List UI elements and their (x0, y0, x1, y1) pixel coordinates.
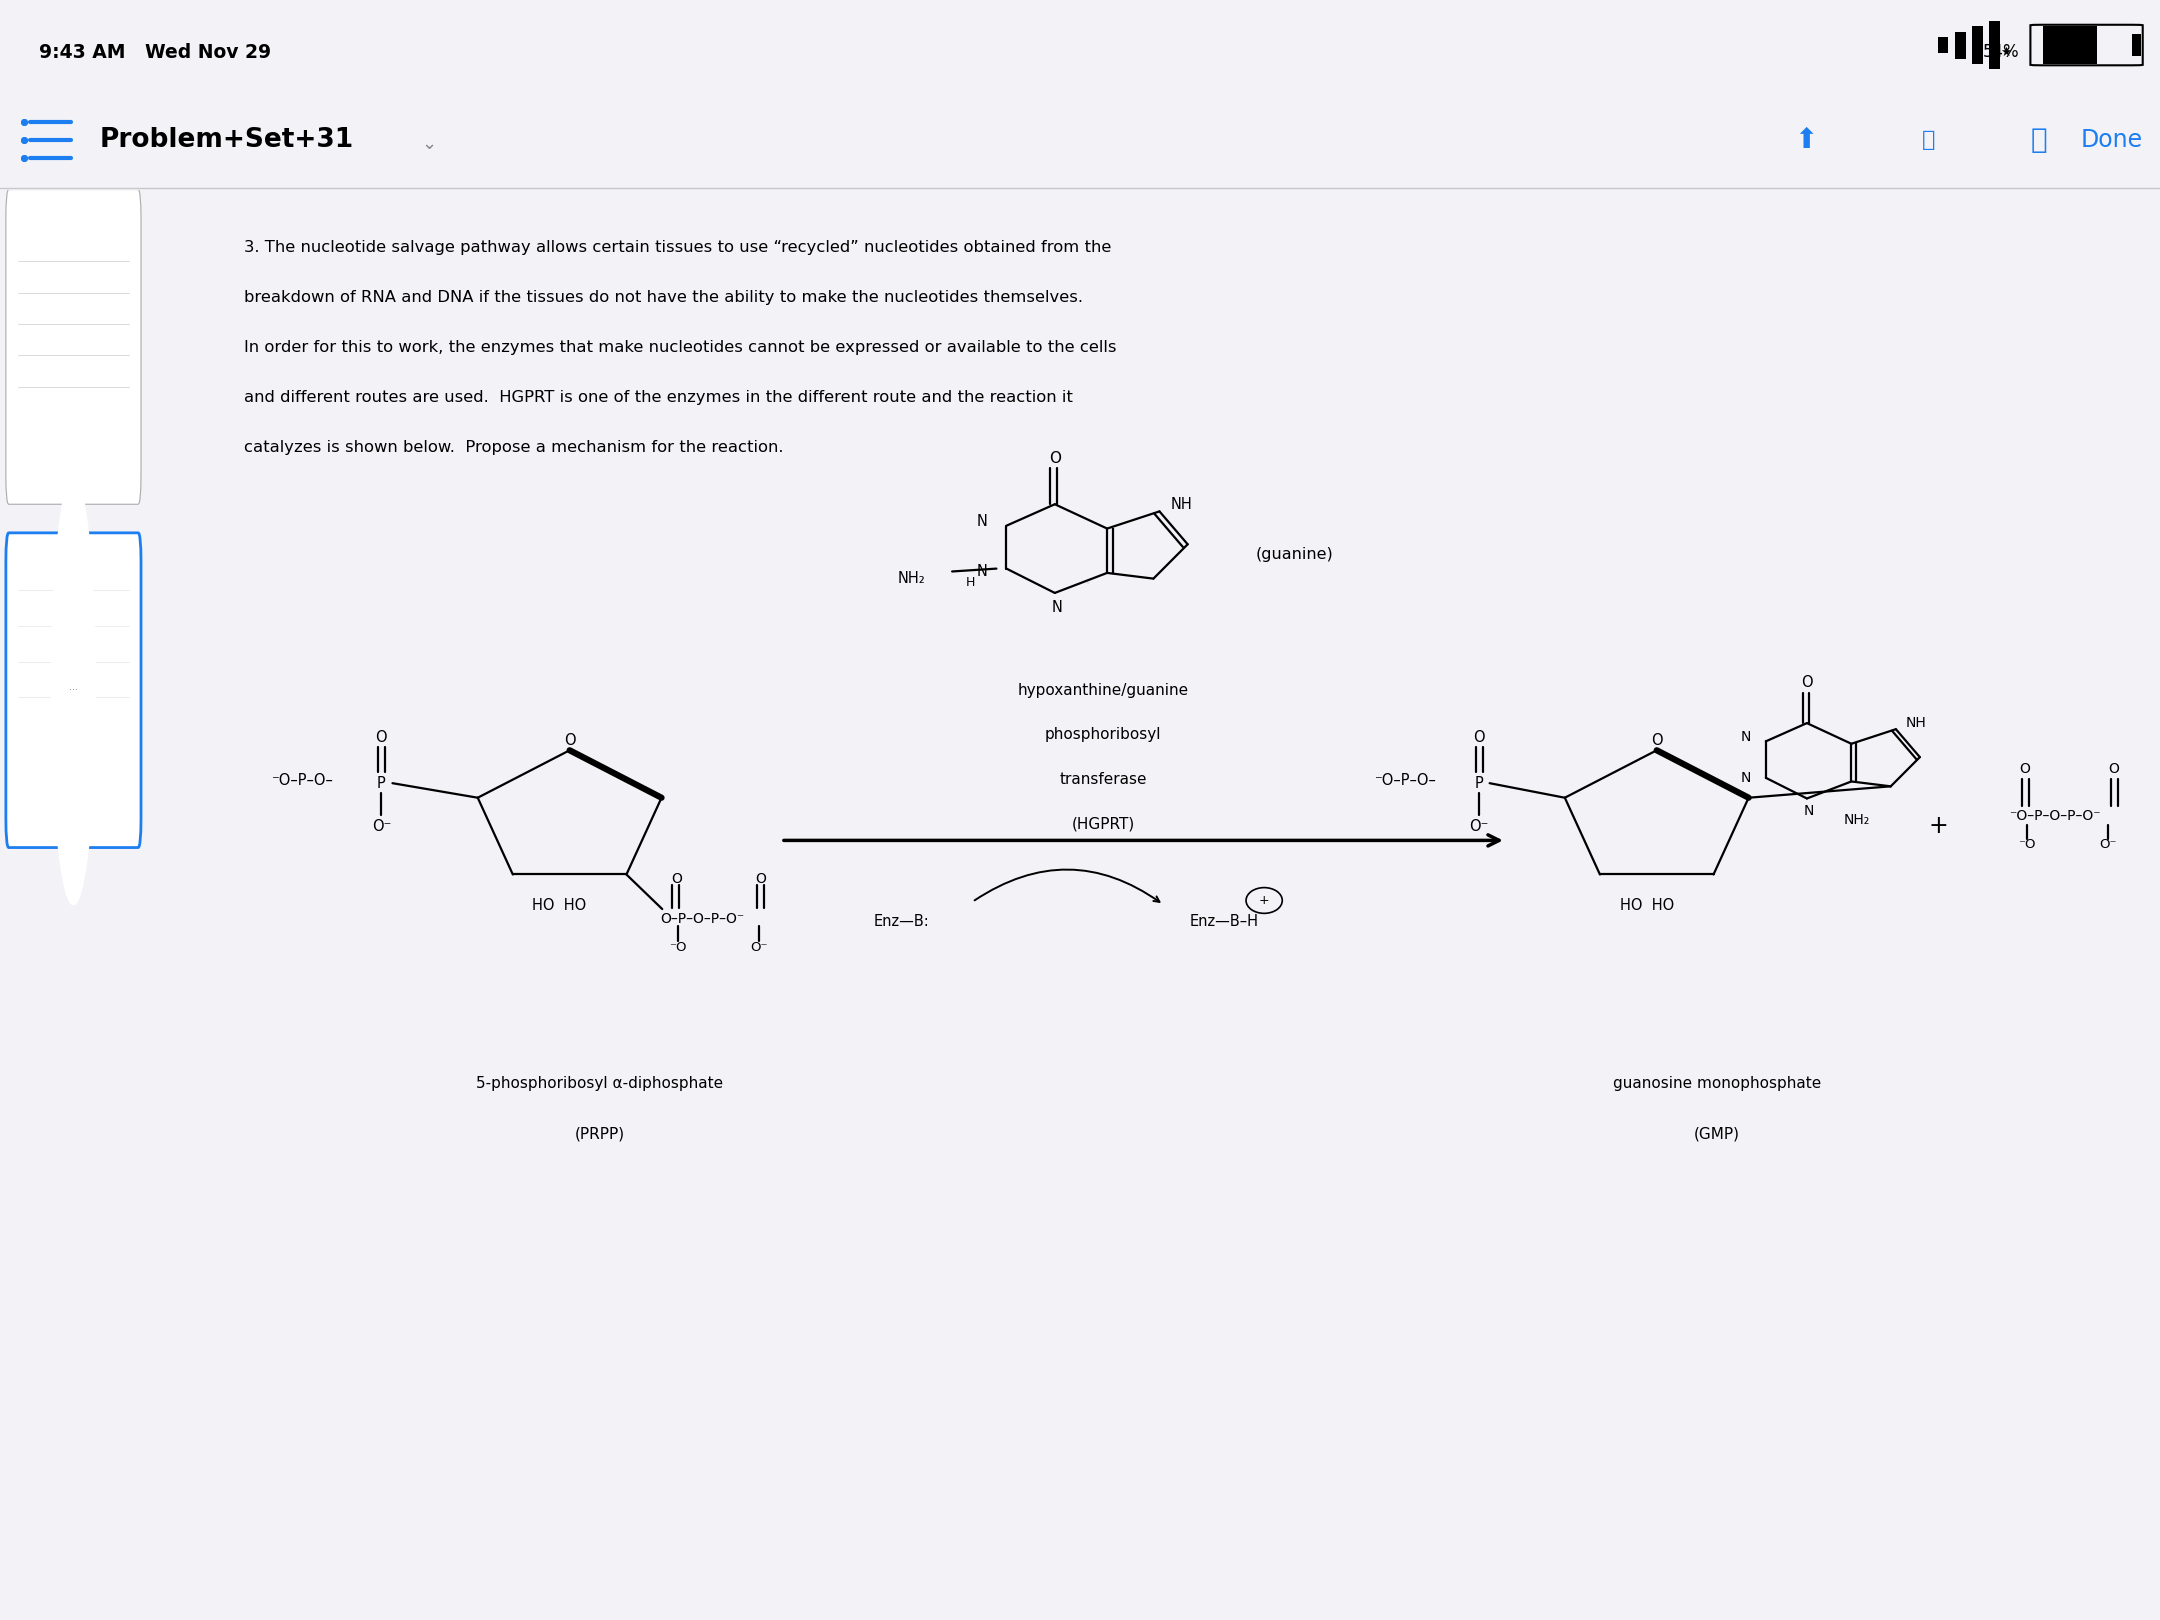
Bar (1955, 31, 1966, 58)
Text: NH₂: NH₂ (899, 572, 927, 586)
Text: phosphoribosyl: phosphoribosyl (1045, 727, 1162, 742)
Bar (2132, 34, 2141, 55)
Text: N: N (1804, 805, 1814, 818)
Text: ★: ★ (2000, 45, 2011, 58)
Text: H: H (966, 577, 974, 590)
Text: N: N (1741, 771, 1752, 784)
Text: ⌄: ⌄ (421, 134, 436, 152)
Text: N: N (976, 564, 987, 578)
Text: O: O (1050, 450, 1061, 467)
Text: 3. The nucleotide salvage pathway allows certain tissues to use “recycled” nucle: 3. The nucleotide salvage pathway allows… (244, 240, 1110, 254)
Text: 54%: 54% (1983, 44, 2020, 62)
Text: 9:43 AM   Wed Nov 29: 9:43 AM Wed Nov 29 (39, 42, 270, 62)
Text: HO  HO: HO HO (1620, 899, 1674, 914)
Text: ⁻O: ⁻O (2017, 838, 2037, 851)
Text: O: O (756, 872, 767, 886)
Text: O⁻: O⁻ (2100, 838, 2117, 851)
Text: +: + (1259, 894, 1270, 907)
Text: P: P (1473, 776, 1484, 791)
Text: NH: NH (1171, 497, 1192, 512)
Bar (1989, 21, 2000, 70)
Text: Ⓐ: Ⓐ (2030, 126, 2048, 154)
Text: O–P–O–P–O⁻: O–P–O–P–O⁻ (661, 912, 745, 927)
Text: guanosine monophosphate: guanosine monophosphate (1614, 1076, 1821, 1092)
Circle shape (52, 476, 95, 904)
Text: O: O (2108, 761, 2119, 776)
FancyBboxPatch shape (6, 190, 140, 504)
Bar (1938, 37, 1948, 53)
Text: (PRPP): (PRPP) (575, 1126, 624, 1140)
Text: Problem+Set+31: Problem+Set+31 (99, 126, 354, 152)
Text: O⁻: O⁻ (750, 941, 767, 954)
Text: O: O (376, 731, 387, 745)
Text: ⁻O–P–O–P–O⁻: ⁻O–P–O–P–O⁻ (2009, 808, 2102, 823)
Bar (2043, 26, 2097, 63)
Text: O⁻: O⁻ (372, 818, 391, 834)
Text: O: O (2020, 761, 2030, 776)
Text: +: + (1929, 815, 1948, 838)
Text: (guanine): (guanine) (1255, 548, 1333, 562)
Text: N: N (1741, 731, 1752, 744)
Bar (1972, 26, 1983, 63)
Text: NH₂: NH₂ (1845, 813, 1871, 826)
Text: N: N (976, 514, 987, 528)
Text: (HGPRT): (HGPRT) (1071, 816, 1134, 831)
Text: In order for this to work, the enzymes that make nucleotides cannot be expressed: In order for this to work, the enzymes t… (244, 340, 1117, 355)
Text: O: O (1650, 732, 1663, 748)
Text: ⬆: ⬆ (1795, 126, 1817, 154)
Text: 🔍: 🔍 (1922, 130, 1935, 149)
Text: N: N (1052, 599, 1063, 614)
Text: transferase: transferase (1058, 771, 1147, 787)
Text: catalyzes is shown below.  Propose a mechanism for the reaction.: catalyzes is shown below. Propose a mech… (244, 441, 784, 455)
Text: Done: Done (2080, 128, 2143, 152)
Text: Enz—B:: Enz—B: (875, 914, 929, 930)
Text: P: P (378, 776, 387, 791)
Text: O: O (1801, 676, 1812, 690)
Text: and different routes are used.  HGPRT is one of the enzymes in the different rou: and different routes are used. HGPRT is … (244, 390, 1071, 405)
Text: O: O (672, 872, 683, 886)
Text: Enz—B–H: Enz—B–H (1190, 914, 1259, 930)
Text: 5-phosphoribosyl α-diphosphate: 5-phosphoribosyl α-diphosphate (475, 1076, 724, 1092)
Text: hypoxanthine/guanine: hypoxanthine/guanine (1017, 684, 1188, 698)
Text: O: O (1473, 731, 1484, 745)
Text: NH: NH (1905, 716, 1927, 731)
Text: O⁻: O⁻ (1469, 818, 1488, 834)
Text: O: O (564, 732, 575, 748)
Text: ···: ··· (69, 685, 78, 695)
Text: ⁻O–P–O–: ⁻O–P–O– (270, 773, 333, 787)
Text: HO  HO: HO HO (534, 899, 588, 914)
Text: breakdown of RNA and DNA if the tissues do not have the ability to make the nucl: breakdown of RNA and DNA if the tissues … (244, 290, 1082, 305)
Text: ⁻O–P–O–: ⁻O–P–O– (1374, 773, 1436, 787)
Text: ⁻O: ⁻O (670, 941, 687, 954)
FancyBboxPatch shape (6, 533, 140, 847)
Text: (GMP): (GMP) (1693, 1126, 1741, 1140)
